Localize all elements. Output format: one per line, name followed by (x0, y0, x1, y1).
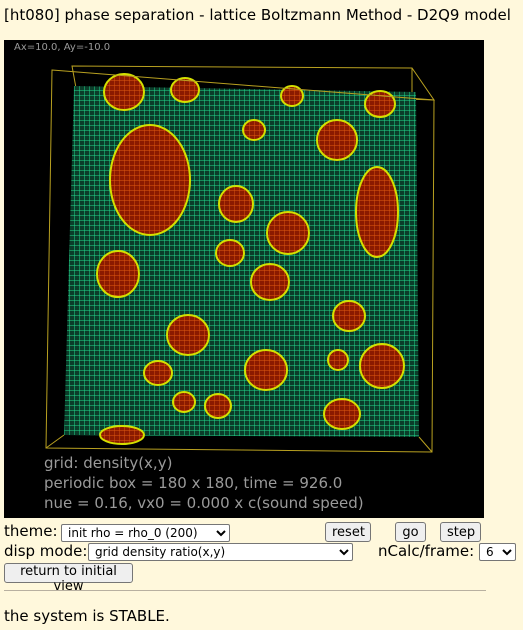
droplet (359, 343, 405, 389)
ncalc-label: nCalc/frame: (378, 542, 475, 560)
droplet (332, 300, 366, 332)
droplet (250, 263, 290, 301)
droplet (364, 90, 396, 118)
ncalc-select[interactable]: 6 (479, 543, 516, 561)
droplet (204, 393, 232, 419)
droplet (316, 119, 358, 161)
droplet (244, 349, 288, 391)
lattice-plot (45, 65, 435, 453)
droplet (103, 73, 145, 111)
disp-mode-select[interactable]: grid density ratio(x,y) (88, 543, 353, 561)
droplet (96, 250, 140, 298)
droplet (266, 211, 310, 255)
droplet (218, 185, 254, 223)
droplet (323, 398, 361, 430)
droplet (242, 119, 266, 141)
page-title: [ht080] phase separation - lattice Boltz… (4, 6, 511, 24)
droplet (166, 314, 210, 356)
droplet (99, 425, 145, 445)
status-text: the system is STABLE. (4, 607, 170, 625)
disp-mode-label: disp mode: (4, 542, 88, 560)
droplet (143, 360, 173, 386)
info-viscosity: nue = 0.16, vx0 = 0.000 x c(sound speed) (44, 494, 364, 512)
droplet (327, 349, 349, 371)
info-grid-mode: grid: density(x,y) (44, 454, 173, 472)
droplets (96, 73, 405, 445)
droplet (109, 124, 191, 236)
info-box-time: periodic box = 180 x 180, time = 926.0 (44, 474, 343, 492)
return-initial-view-button[interactable]: return to initial view (4, 563, 133, 594)
reset-button[interactable]: reset (325, 522, 371, 542)
theme-select[interactable]: init rho = rho_0 (200) (61, 524, 230, 542)
divider (4, 590, 486, 591)
simulation-canvas[interactable]: Ax=10.0, Ay=-10.0 grid: density(x,y) per… (4, 40, 484, 518)
axis-readout: Ax=10.0, Ay=-10.0 (14, 42, 111, 53)
droplet (172, 391, 196, 413)
theme-label: theme: (4, 522, 58, 540)
droplet (280, 85, 304, 107)
droplet (170, 77, 200, 103)
go-button[interactable]: go (395, 522, 426, 542)
droplet (215, 239, 245, 267)
droplet (355, 166, 399, 258)
step-button[interactable]: step (440, 522, 481, 542)
